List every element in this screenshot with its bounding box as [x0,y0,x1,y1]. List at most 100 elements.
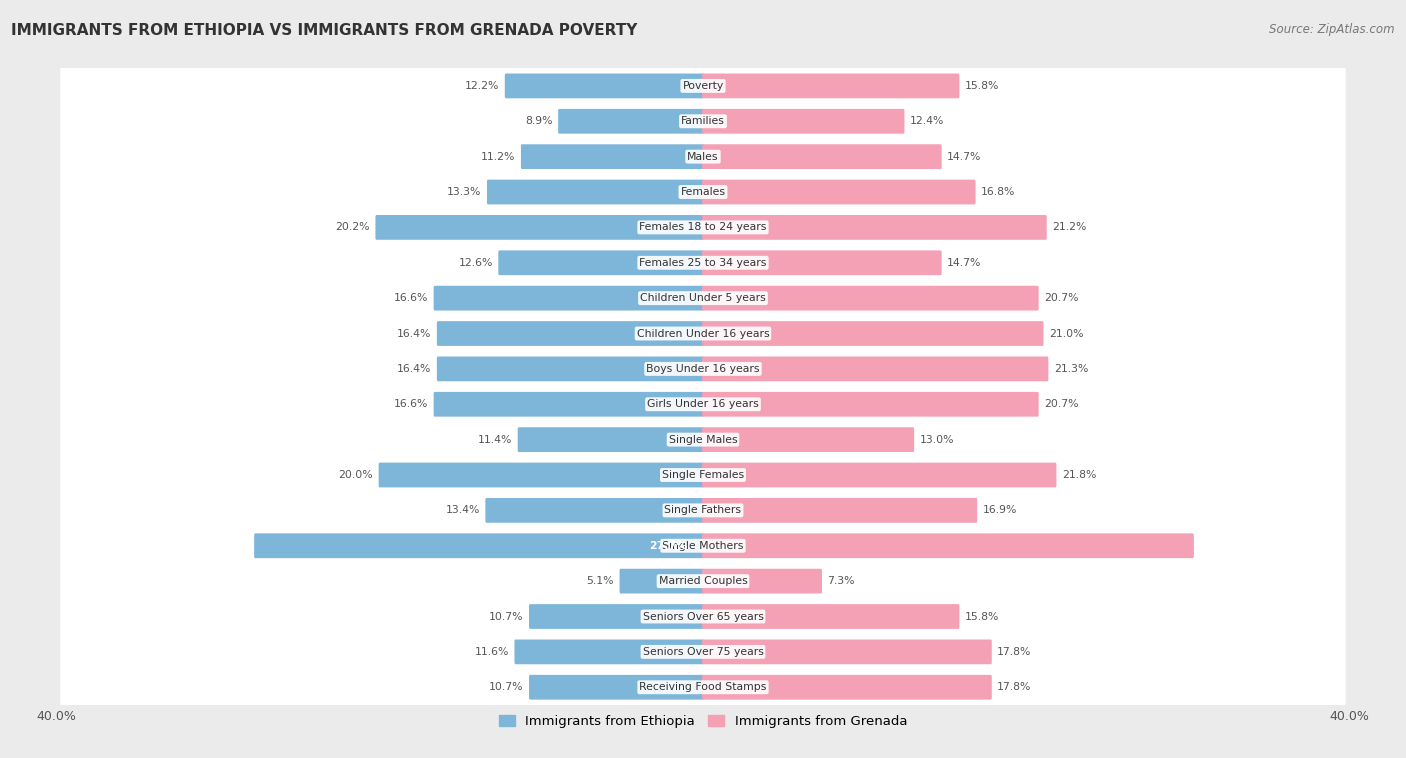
FancyBboxPatch shape [529,675,704,700]
FancyBboxPatch shape [437,356,704,381]
Text: 12.4%: 12.4% [910,116,945,127]
Text: 12.6%: 12.6% [458,258,494,268]
Text: 13.3%: 13.3% [447,187,481,197]
Text: 7.3%: 7.3% [828,576,855,586]
Text: 20.7%: 20.7% [1045,399,1078,409]
FancyBboxPatch shape [702,568,823,594]
Text: 16.4%: 16.4% [396,364,432,374]
FancyBboxPatch shape [60,139,1346,174]
Text: Source: ZipAtlas.com: Source: ZipAtlas.com [1270,23,1395,36]
Text: Single Males: Single Males [669,434,737,445]
Text: 10.7%: 10.7% [489,612,523,622]
Text: 16.8%: 16.8% [981,187,1015,197]
Text: 16.6%: 16.6% [394,399,429,409]
FancyBboxPatch shape [60,103,1346,139]
FancyBboxPatch shape [486,180,704,205]
FancyBboxPatch shape [702,428,914,452]
FancyBboxPatch shape [702,109,904,133]
Text: Females 18 to 24 years: Females 18 to 24 years [640,222,766,233]
FancyBboxPatch shape [702,604,959,629]
FancyBboxPatch shape [254,534,704,558]
FancyBboxPatch shape [60,245,1346,280]
Text: Single Mothers: Single Mothers [662,540,744,551]
FancyBboxPatch shape [702,74,959,99]
Text: Children Under 5 years: Children Under 5 years [640,293,766,303]
Text: Females 25 to 34 years: Females 25 to 34 years [640,258,766,268]
FancyBboxPatch shape [60,457,1346,493]
FancyBboxPatch shape [60,174,1346,210]
FancyBboxPatch shape [702,462,1056,487]
Text: 16.9%: 16.9% [983,506,1017,515]
Text: 20.0%: 20.0% [339,470,373,480]
FancyBboxPatch shape [702,215,1046,240]
FancyBboxPatch shape [60,209,1346,246]
FancyBboxPatch shape [702,534,1194,558]
Text: 20.7%: 20.7% [1045,293,1078,303]
Text: 15.8%: 15.8% [965,81,1000,91]
FancyBboxPatch shape [375,215,704,240]
FancyBboxPatch shape [60,68,1346,104]
FancyBboxPatch shape [702,675,991,700]
Text: Families: Families [681,116,725,127]
Text: Girls Under 16 years: Girls Under 16 years [647,399,759,409]
Text: Single Fathers: Single Fathers [665,506,741,515]
Text: Females: Females [681,187,725,197]
Text: 21.0%: 21.0% [1049,328,1084,339]
FancyBboxPatch shape [702,321,1043,346]
Text: Single Females: Single Females [662,470,744,480]
FancyBboxPatch shape [60,351,1346,387]
FancyBboxPatch shape [702,498,977,523]
FancyBboxPatch shape [485,498,704,523]
FancyBboxPatch shape [702,640,991,664]
Legend: Immigrants from Ethiopia, Immigrants from Grenada: Immigrants from Ethiopia, Immigrants fro… [494,709,912,733]
Text: Poverty: Poverty [682,81,724,91]
Text: Seniors Over 75 years: Seniors Over 75 years [643,647,763,657]
FancyBboxPatch shape [702,180,976,205]
FancyBboxPatch shape [378,462,704,487]
FancyBboxPatch shape [702,286,1039,311]
Text: 11.2%: 11.2% [481,152,516,161]
FancyBboxPatch shape [437,321,704,346]
Text: 12.2%: 12.2% [465,81,499,91]
Text: Boys Under 16 years: Boys Under 16 years [647,364,759,374]
Text: 15.8%: 15.8% [965,612,1000,622]
FancyBboxPatch shape [517,428,704,452]
Text: 8.9%: 8.9% [524,116,553,127]
FancyBboxPatch shape [60,493,1346,528]
Text: 21.2%: 21.2% [1052,222,1087,233]
Text: 14.7%: 14.7% [948,152,981,161]
FancyBboxPatch shape [433,286,704,311]
Text: 27.7%: 27.7% [648,540,688,551]
FancyBboxPatch shape [60,280,1346,316]
FancyBboxPatch shape [620,568,704,594]
FancyBboxPatch shape [529,604,704,629]
Text: 11.6%: 11.6% [475,647,509,657]
FancyBboxPatch shape [60,387,1346,422]
FancyBboxPatch shape [60,669,1346,705]
FancyBboxPatch shape [702,356,1049,381]
Text: IMMIGRANTS FROM ETHIOPIA VS IMMIGRANTS FROM GRENADA POVERTY: IMMIGRANTS FROM ETHIOPIA VS IMMIGRANTS F… [11,23,638,38]
FancyBboxPatch shape [702,144,942,169]
FancyBboxPatch shape [433,392,704,417]
FancyBboxPatch shape [498,250,704,275]
Text: Receiving Food Stamps: Receiving Food Stamps [640,682,766,692]
Text: 20.2%: 20.2% [336,222,370,233]
Text: Males: Males [688,152,718,161]
FancyBboxPatch shape [60,563,1346,599]
FancyBboxPatch shape [60,421,1346,458]
Text: Married Couples: Married Couples [658,576,748,586]
FancyBboxPatch shape [558,109,704,133]
Text: 21.3%: 21.3% [1054,364,1088,374]
Text: 13.4%: 13.4% [446,506,479,515]
Text: 17.8%: 17.8% [997,682,1032,692]
Text: 10.7%: 10.7% [489,682,523,692]
Text: 5.1%: 5.1% [586,576,614,586]
FancyBboxPatch shape [522,144,704,169]
Text: 14.7%: 14.7% [948,258,981,268]
FancyBboxPatch shape [515,640,704,664]
FancyBboxPatch shape [702,392,1039,417]
Text: 16.4%: 16.4% [396,328,432,339]
Text: 13.0%: 13.0% [920,434,955,445]
FancyBboxPatch shape [60,634,1346,670]
Text: 11.4%: 11.4% [478,434,512,445]
